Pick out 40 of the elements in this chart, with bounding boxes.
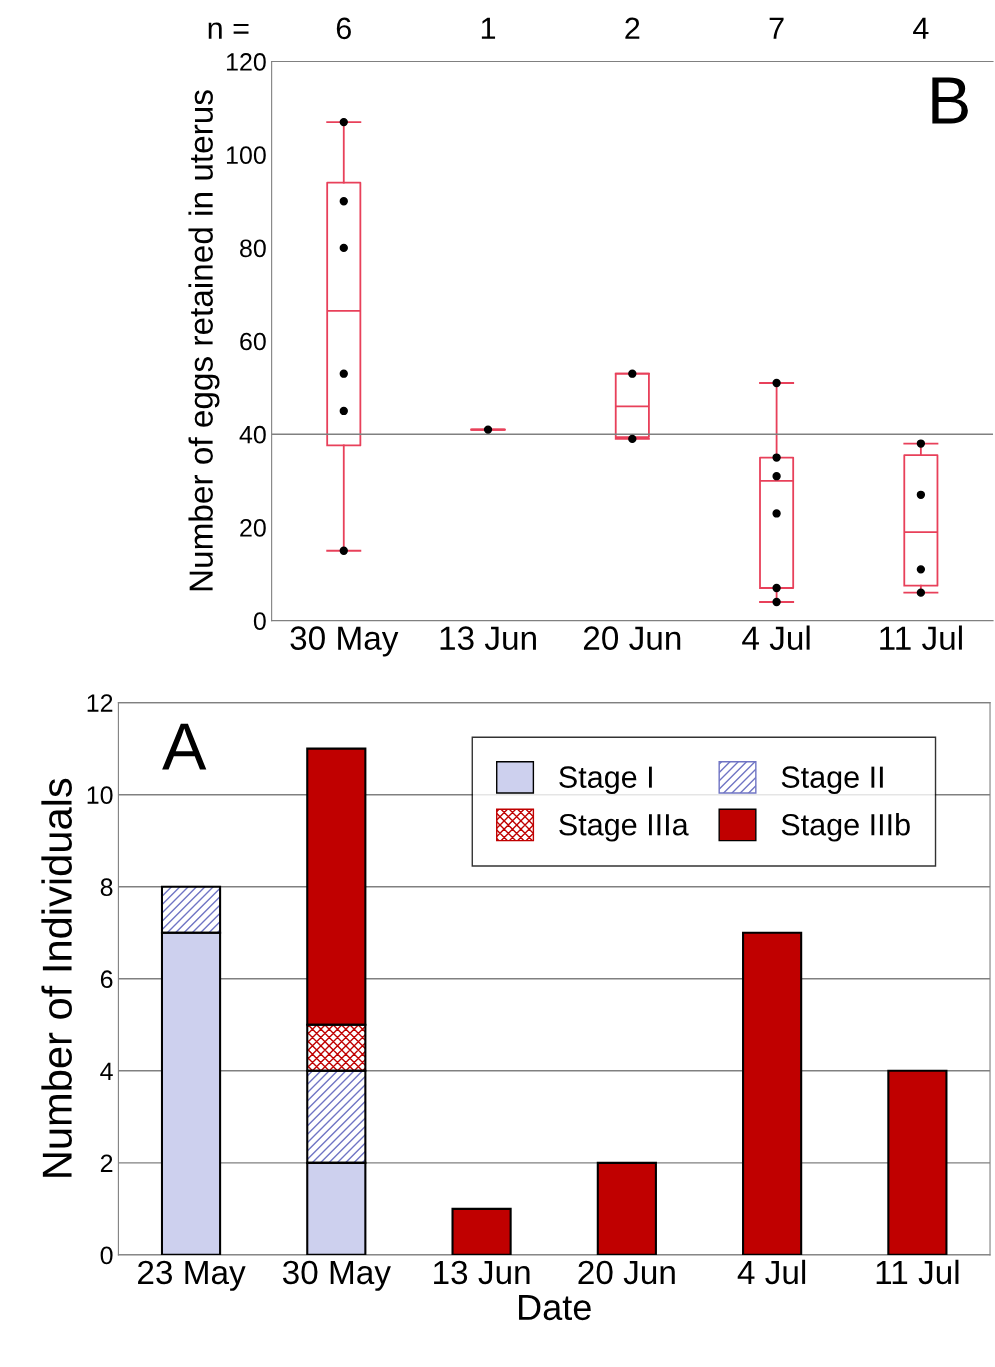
y-tick-label: 100	[226, 146, 266, 164]
x-tick-label: 20 Jun	[583, 626, 681, 650]
y-tick-label: 0	[100, 1246, 113, 1265]
x-tick-label: 11 Jul	[880, 625, 962, 650]
y-tick-label: 8	[100, 878, 113, 897]
x-tick-label: 23 May	[138, 1260, 246, 1291]
x-tick-label: 13 Jun	[434, 1260, 530, 1285]
y-tick-label: 0	[253, 612, 266, 630]
y-tick-label: 60	[240, 332, 266, 351]
x-axis-title: Date	[519, 1294, 591, 1321]
y-tick-label: 4	[100, 1062, 113, 1080]
y-tick-label: 2	[100, 1154, 113, 1172]
y-tick-label: 120	[226, 53, 266, 71]
chart-title: A	[162, 723, 207, 770]
x-tick-label: 11 Jul	[876, 1259, 959, 1285]
y-tick-label: 6	[100, 970, 113, 989]
text: 7	[769, 17, 784, 39]
y-axis-title: Number of Individuals	[41, 778, 72, 1177]
x-tick-label: 13 Jun	[440, 626, 536, 650]
x-tick-label: 30 May	[282, 1260, 391, 1291]
x-tick-label: 20 Jun	[578, 1260, 675, 1285]
text: 2	[625, 17, 640, 39]
y-tick-label: 40	[239, 425, 266, 444]
y-tick-label: 20	[240, 519, 266, 537]
x-tick-label: 30 May	[290, 626, 399, 657]
y-tick-label: 10	[87, 786, 113, 804]
text: 4	[913, 17, 929, 39]
y-tick-label: 12	[87, 694, 113, 712]
y-axis-title: Number of eggs retained in uterus	[188, 90, 220, 591]
legend-label: Stage II	[781, 766, 883, 794]
x-tick-label: 4 Jul	[742, 625, 810, 650]
text: 1	[481, 17, 496, 39]
legend-label: Stage IIIa	[559, 813, 689, 842]
text: n =	[208, 22, 249, 39]
x-tick-label: 4 Jul	[737, 1259, 806, 1285]
chart-title: B	[932, 77, 968, 124]
text: 6	[336, 17, 351, 40]
legend-label: Stage IIIb	[781, 813, 910, 842]
y-tick-label: 80	[240, 239, 266, 258]
legend-label: Stage I	[559, 766, 652, 794]
